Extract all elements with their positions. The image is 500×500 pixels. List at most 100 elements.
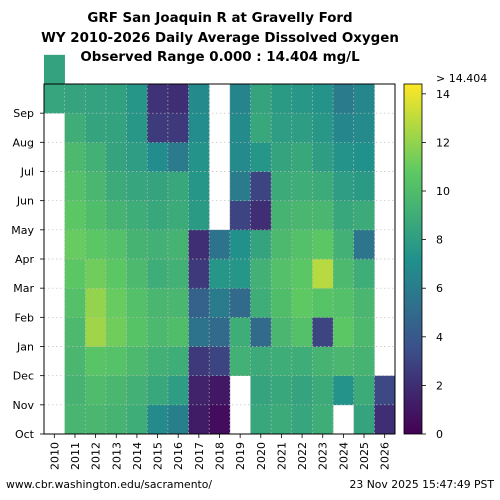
x-tick-label: 2023: [317, 442, 330, 470]
heatmap-cell: [250, 113, 272, 143]
heatmap-cell: [209, 288, 231, 318]
heatmap-cell: [64, 84, 86, 114]
heatmap-cell: [250, 259, 272, 289]
heatmap-cell: [229, 229, 251, 260]
heatmap-cell: [271, 200, 293, 231]
heatmap-cell: [105, 375, 127, 406]
heatmap-cell: [147, 200, 169, 231]
heatmap-cell: [64, 317, 86, 347]
heatmap-cell: [229, 113, 251, 143]
heatmap-cell: [147, 142, 169, 172]
heatmap-cell: [353, 142, 375, 172]
heatmap-cell: [312, 84, 334, 114]
heatmap-cell: [333, 346, 355, 376]
heatmap-cell: [105, 84, 127, 114]
heatmap-cell: [126, 404, 148, 435]
heatmap-cell: [353, 84, 375, 114]
x-tick-label: 2020: [255, 442, 268, 470]
heatmap-cell: [291, 317, 313, 347]
x-tick-label: 2026: [379, 442, 392, 470]
heatmap-cell: [209, 404, 231, 435]
heatmap-cell: [147, 171, 169, 201]
x-tick-label: 2022: [296, 442, 309, 470]
heatmap-cell: [105, 200, 127, 231]
colorbar-tick-label: 2: [436, 379, 443, 392]
heatmap-cell: [250, 229, 272, 260]
heatmap-cell: [105, 171, 127, 201]
heatmap-cell: [147, 317, 169, 347]
heatmap-cell: [353, 200, 375, 231]
heatmap-cell: [64, 346, 86, 376]
heatmap-cell: [209, 317, 231, 347]
heatmap-cell: [333, 200, 355, 231]
heatmap-cell: [126, 84, 148, 114]
heatmap-cell: [312, 113, 334, 143]
heatmap-cell: [126, 229, 148, 260]
heatmap-cell: [85, 84, 107, 114]
heatmap-cell: [353, 375, 375, 406]
heatmap-cell: [44, 54, 65, 85]
heatmap-cell: [333, 259, 355, 289]
heatmap-cell: [126, 259, 148, 289]
y-tick-label: Nov: [13, 399, 35, 412]
heatmap-cell: [353, 229, 375, 260]
heatmap-cell: [333, 288, 355, 318]
x-tick-label: 2019: [234, 442, 247, 470]
colorbar-tick-label: 12: [436, 136, 450, 149]
heatmap-cell: [229, 84, 251, 114]
x-tick-label: 2011: [69, 442, 82, 470]
heatmap-cell: [353, 288, 375, 318]
heatmap-cell: [291, 375, 313, 406]
heatmap-cell: [291, 171, 313, 201]
heatmap-cell: [147, 288, 169, 318]
heatmap-cell: [64, 375, 86, 406]
heatmap-cell: [353, 317, 375, 347]
heatmap-cell: [167, 259, 189, 289]
heatmap-cell: [126, 113, 148, 143]
y-tick-label: Oct: [15, 428, 35, 441]
heatmap-cell: [291, 113, 313, 143]
heatmap-cell: [312, 142, 334, 172]
x-tick-label: 2014: [131, 442, 144, 470]
x-tick-label: 2015: [152, 442, 165, 470]
heatmap-cell: [271, 346, 293, 376]
heatmap-cell: [250, 142, 272, 172]
heatmap-cell: [188, 113, 210, 143]
heatmap-cell: [188, 346, 210, 376]
colorbar-max-label: > 14.404: [436, 72, 487, 85]
heatmap-cell: [167, 404, 189, 435]
y-tick-label: Dec: [13, 370, 34, 383]
heatmap-cell: [167, 200, 189, 231]
heatmap-cell: [229, 142, 251, 172]
heatmap-cell: [333, 142, 355, 172]
heatmap-cell: [374, 375, 396, 406]
heatmap-cell: [291, 142, 313, 172]
footer-url[interactable]: www.cbr.washington.edu/sacramento/: [6, 478, 213, 491]
heatmap-cell: [312, 229, 334, 260]
heatmap-cell: [126, 317, 148, 347]
heatmap-cell: [209, 346, 231, 376]
x-axis: 2010 2011 2012 2013 2014 2015 2016 2017 2018 2019…: [48, 434, 392, 470]
heatmap-cell: [209, 259, 231, 289]
heatmap-cell: [167, 346, 189, 376]
heatmap-cell: [85, 259, 107, 289]
heatmap-cell: [271, 404, 293, 435]
heatmap-cell: [167, 142, 189, 172]
heatmap-cell: [250, 84, 272, 114]
y-tick-label: Feb: [15, 311, 34, 324]
heatmap-cell: [291, 84, 313, 114]
heatmap-cell: [250, 171, 272, 201]
heatmap-cell: [353, 404, 375, 435]
heatmap-cell: [271, 84, 293, 114]
chart-title-line-2: WY 2010-2026 Daily Average Dissolved Oxy…: [41, 31, 399, 46]
heatmap-cell: [64, 113, 86, 143]
heatmap-cell: [147, 375, 169, 406]
heatmap-cell: [126, 288, 148, 318]
heatmap-cell: [188, 142, 210, 172]
heatmap-cells: [44, 54, 396, 435]
y-tick-label: May: [11, 224, 34, 237]
heatmap-cell: [167, 171, 189, 201]
heatmap-cell: [291, 259, 313, 289]
colorbar-tick-label: 0: [436, 428, 443, 441]
heatmap-cell: [85, 200, 107, 231]
